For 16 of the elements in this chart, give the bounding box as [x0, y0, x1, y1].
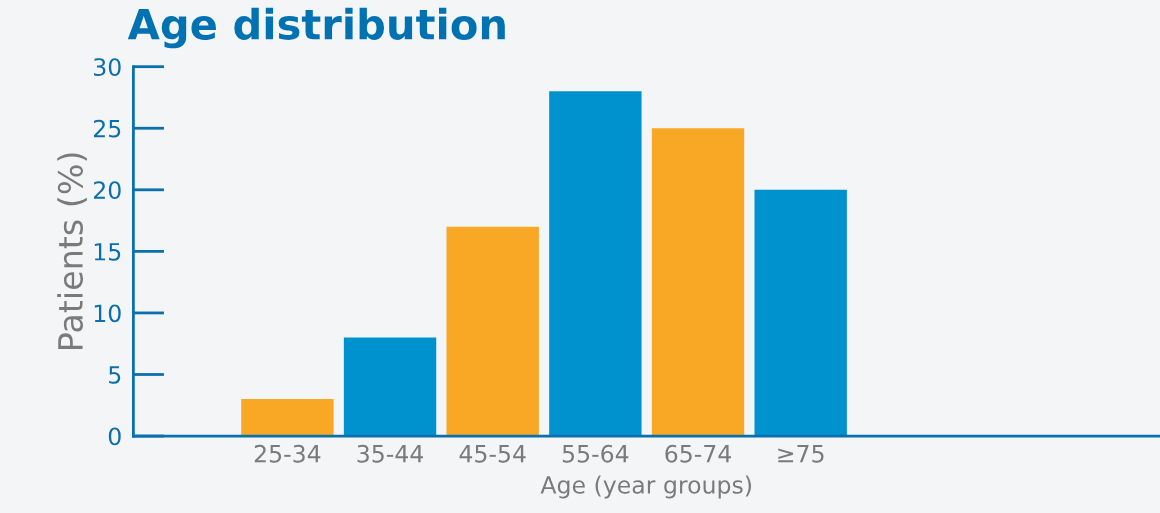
chart-title: Age distribution [127, 7, 505, 49]
y-tick-label: 30 [94, 58, 121, 76]
y-axis-title: Patients (%) [57, 153, 87, 349]
x-tick-label: ≥75 [778, 445, 824, 463]
x-tick-label: 25-34 [254, 444, 321, 463]
x-tick-label: 65-74 [665, 444, 732, 463]
x-tick-label: 55-64 [562, 444, 629, 463]
y-tick-label: 15 [94, 243, 121, 261]
y-tick-label: 0 [108, 427, 121, 446]
y-tick-label: 20 [93, 181, 121, 200]
y-tick-label: 10 [94, 304, 121, 323]
x-axis-title: Age (year groups) [540, 475, 751, 499]
x-tick-label: 45-54 [459, 445, 526, 463]
y-tick-label: 25 [93, 119, 121, 138]
y-tick-label: 5 [109, 366, 121, 384]
x-tick-label: 35-44 [357, 444, 424, 463]
